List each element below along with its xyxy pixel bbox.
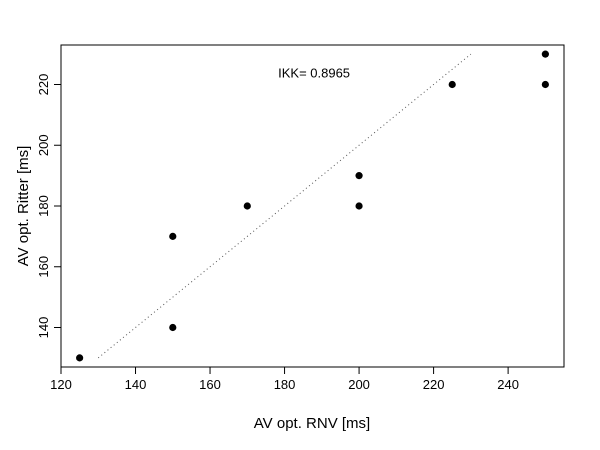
x-axis: 120 140 160 180 200 220 240 <box>50 366 519 392</box>
identity-line-segment <box>97 53 472 359</box>
y-tick-label: 160 <box>36 256 51 278</box>
x-tick-label: 140 <box>125 377 147 392</box>
data-point <box>448 80 456 89</box>
y-tick-label: 220 <box>36 74 51 96</box>
x-tick-label: 160 <box>199 377 221 392</box>
correlation-annotation: IKK= 0.8965 <box>278 65 350 80</box>
data-point <box>541 80 549 89</box>
data-point <box>355 202 363 210</box>
y-axis: 140 160 180 200 220 <box>36 74 62 339</box>
y-tick-label: 140 <box>36 317 51 339</box>
x-tick-label: 220 <box>423 377 445 392</box>
x-tick-label: 200 <box>348 377 370 392</box>
data-point <box>169 232 177 240</box>
data-point <box>355 172 363 180</box>
y-tick-label: 180 <box>36 195 51 217</box>
x-axis-title: AV opt. RNV [ms] <box>254 415 370 432</box>
identity-line <box>97 53 472 359</box>
data-point <box>76 354 84 362</box>
data-point <box>243 202 251 210</box>
data-point <box>169 323 177 332</box>
y-tick-label: 200 <box>36 134 51 156</box>
x-tick-label: 180 <box>274 377 296 392</box>
plot-frame <box>60 44 565 368</box>
x-tick-label: 120 <box>50 377 72 392</box>
x-tick-label: 240 <box>497 377 519 392</box>
y-axis-title: AV opt. Ritter [ms] <box>15 146 32 267</box>
data-point <box>541 50 549 58</box>
data-points <box>76 50 549 362</box>
